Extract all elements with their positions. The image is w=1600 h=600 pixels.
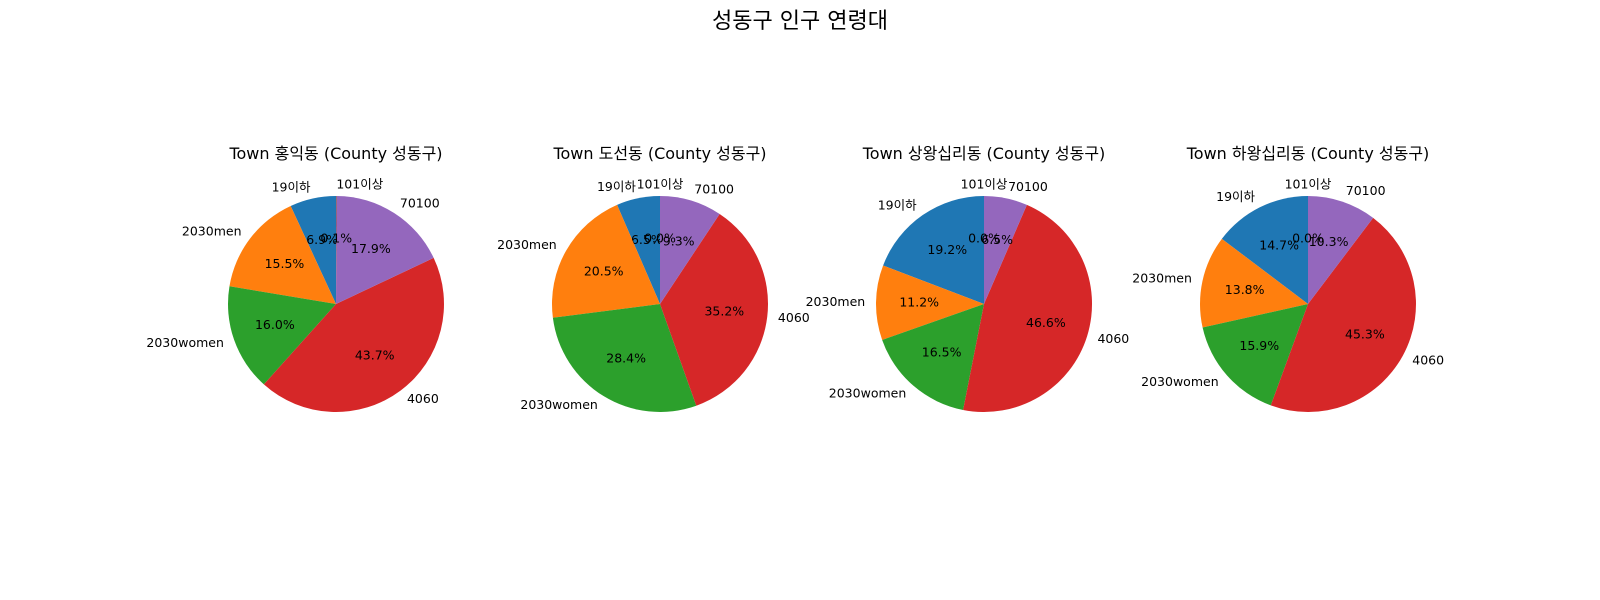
pie-slice-2030women xyxy=(882,304,984,410)
pie-slice-101 xyxy=(336,195,337,304)
slice-label-101: 101이상 xyxy=(336,177,383,192)
pie-slice-70100 xyxy=(336,196,434,304)
pie-slice-19 xyxy=(883,195,984,304)
slice-value-70100: 6.5% xyxy=(981,232,1013,247)
slice-label-70100: 70100 xyxy=(694,182,734,197)
pie-slice-70100 xyxy=(660,196,720,304)
slice-value-2030men: 11.2% xyxy=(899,295,939,310)
slice-value-101: 0.1% xyxy=(320,231,352,246)
slice-label-101: 101이상 xyxy=(1285,177,1332,192)
slice-label-19: 19이하 xyxy=(878,198,917,213)
slice-label-2030women: 2030women xyxy=(146,335,223,350)
slice-label-2030men: 2030men xyxy=(497,237,557,252)
pie-slice-19 xyxy=(1221,196,1308,304)
slice-value-2030women: 16.5% xyxy=(922,345,962,360)
slice-value-19: 19.2% xyxy=(927,242,967,257)
slice-label-70100: 70100 xyxy=(1008,179,1048,194)
slice-value-2030men: 20.5% xyxy=(584,263,624,278)
slice-label-4060: 4060 xyxy=(1412,352,1444,367)
pie-chart-3: Town 상왕십리동 (County 성동구) 19이하 19.2% 2030men 1… xyxy=(806,144,1129,413)
slice-value-2030men: 15.5% xyxy=(265,256,305,271)
slice-value-101: 0.0% xyxy=(968,231,1000,246)
slice-value-101: 0.0% xyxy=(1292,231,1324,246)
slice-label-70100: 70100 xyxy=(1346,183,1386,198)
pie-chart-2: Town 도선동 (County 성동구) 19이하 6.5% 2030men 20.5… xyxy=(497,144,810,413)
pie-title: Town 하왕십리동 (County 성동구) xyxy=(1186,144,1430,163)
slice-value-2030women: 15.9% xyxy=(1239,338,1279,353)
slice-value-19: 6.5% xyxy=(631,232,663,247)
slice-value-4060: 45.3% xyxy=(1345,327,1385,342)
slice-label-70100: 70100 xyxy=(400,195,440,210)
pie-charts: Town 홍익동 (County 성동구) 19이하 6.9% 2030men 15.5… xyxy=(146,144,1444,413)
slice-value-70100: 17.9% xyxy=(351,241,391,256)
pie-title: Town 홍익동 (County 성동구) xyxy=(228,144,442,163)
pie-slice-2030men xyxy=(1199,238,1308,328)
slice-value-19: 14.7% xyxy=(1259,237,1299,252)
slice-label-2030men: 2030men xyxy=(1132,270,1192,285)
slice-value-4060: 43.7% xyxy=(355,347,395,362)
pie-slice-4060 xyxy=(263,257,444,412)
pie-slice-4060 xyxy=(660,213,769,406)
slice-label-19: 19이하 xyxy=(1216,189,1255,204)
slice-label-2030women: 2030women xyxy=(520,397,597,412)
pie-slice-2030women xyxy=(227,286,336,385)
pie-slice-70100 xyxy=(1308,196,1374,304)
slice-value-4060: 35.2% xyxy=(704,303,744,318)
slice-label-2030men: 2030men xyxy=(182,223,242,238)
pie-slice-4060 xyxy=(963,204,1093,413)
pie-slice-2030women xyxy=(1202,304,1308,406)
pie-slice-2030men xyxy=(876,265,984,340)
slice-label-19: 19이하 xyxy=(272,179,311,194)
slice-value-70100: 10.3% xyxy=(1309,234,1349,249)
pie-chart-1: Town 홍익동 (County 성동구) 19이하 6.9% 2030men 15.5… xyxy=(146,144,444,412)
slice-label-19: 19이하 xyxy=(597,179,636,194)
slice-label-101: 101이상 xyxy=(637,177,684,192)
pie-slice-19 xyxy=(617,196,660,304)
pie-slice-2030men xyxy=(229,205,336,304)
pie-chart-4: Town 하왕십리동 (County 성동구) 19이하 14.7% 2030men 1… xyxy=(1132,144,1444,412)
slice-label-101: 101이상 xyxy=(961,177,1008,192)
slice-label-4060: 4060 xyxy=(407,391,439,406)
slice-value-101: 0.0% xyxy=(644,231,676,246)
pie-slice-2030men xyxy=(551,204,660,318)
slice-value-2030men: 13.8% xyxy=(1225,282,1265,297)
slice-value-2030women: 28.4% xyxy=(606,351,646,366)
slice-value-70100: 9.3% xyxy=(663,233,695,248)
slice-value-4060: 46.6% xyxy=(1026,315,1066,330)
slice-label-4060: 4060 xyxy=(1097,331,1129,346)
slice-value-2030women: 16.0% xyxy=(255,317,295,332)
slice-value-19: 6.9% xyxy=(306,232,338,247)
pie-title: Town 상왕십리동 (County 성동구) xyxy=(862,144,1106,163)
slice-label-2030women: 2030women xyxy=(829,385,906,400)
pie-slice-70100 xyxy=(984,196,1027,304)
figure-title: 성동구 인구 연령대 xyxy=(712,9,888,34)
pie-title: Town 도선동 (County 성동구) xyxy=(552,144,766,163)
slice-label-4060: 4060 xyxy=(778,310,810,325)
pie-slice-19 xyxy=(290,196,336,304)
slice-label-2030men: 2030men xyxy=(806,294,866,309)
pie-slice-4060 xyxy=(1270,217,1416,412)
pie-slice-2030women xyxy=(552,304,697,413)
slice-label-2030women: 2030women xyxy=(1141,374,1218,389)
